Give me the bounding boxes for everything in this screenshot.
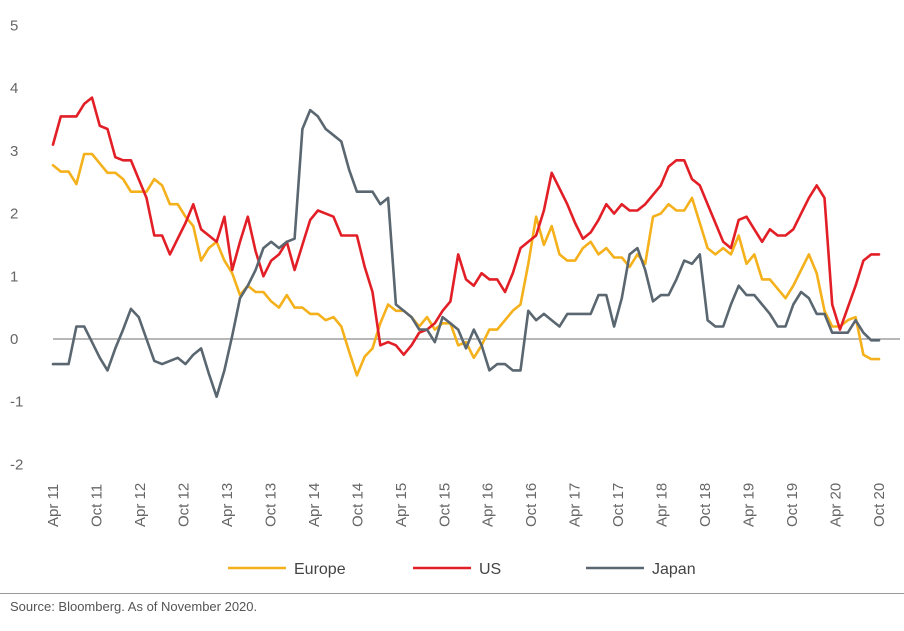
legend-label-us: US	[479, 561, 501, 578]
y-tick-label: 5	[10, 18, 18, 35]
x-tick-label: Apr 18	[654, 483, 671, 527]
x-tick-label: Apr 19	[741, 483, 758, 527]
x-tick-label: Apr 11	[45, 484, 62, 527]
x-tick-label: Apr 13	[219, 483, 236, 527]
x-tick-label: Oct 12	[175, 483, 192, 527]
x-axis: Apr 11 Oct 11 Apr 12 Oct 12 Apr 13 Oct 13 Apr …	[45, 483, 888, 527]
y-tick-label: 3	[10, 143, 18, 160]
y-tick-label: 4	[10, 80, 18, 97]
x-tick-label: Oct 13	[262, 483, 279, 527]
x-tick-label: Oct 15	[436, 483, 453, 527]
series-lines	[51, 96, 881, 399]
x-tick-label: Apr 16	[480, 483, 497, 527]
x-tick-label: Apr 20	[828, 483, 845, 527]
x-tick-label: Apr 12	[132, 483, 149, 527]
x-tick-label: Oct 17	[610, 483, 627, 527]
source-note: Source: Bloomberg. As of November 2020.	[10, 599, 258, 614]
x-tick-label: Apr 15	[393, 483, 410, 527]
x-tick-label: Oct 11	[88, 484, 105, 527]
series-line-japan	[51, 108, 881, 399]
y-tick-label: 0	[10, 331, 18, 348]
y-tick-label: 2	[10, 206, 18, 223]
x-tick-label: Apr 14	[306, 483, 323, 527]
series-line-us	[51, 96, 881, 357]
y-tick-label: -1	[10, 394, 23, 411]
x-tick-label: Oct 14	[349, 483, 366, 527]
legend-label-japan: Japan	[652, 561, 696, 578]
x-tick-label: Oct 18	[697, 483, 714, 527]
y-tick-label: -2	[10, 456, 23, 473]
x-tick-label: Oct 16	[523, 483, 540, 527]
legend: Europe US Japan	[228, 561, 696, 578]
y-axis: -2 -1 0 1 2 3 4 5	[10, 18, 23, 474]
series-line-europe	[51, 152, 881, 377]
legend-label-europe: Europe	[294, 561, 346, 578]
x-tick-label: Apr 17	[567, 483, 584, 527]
x-tick-label: Oct 20	[871, 483, 888, 527]
footer-divider	[0, 593, 904, 594]
y-tick-label: 1	[10, 268, 18, 285]
x-tick-label: Oct 19	[784, 483, 801, 527]
